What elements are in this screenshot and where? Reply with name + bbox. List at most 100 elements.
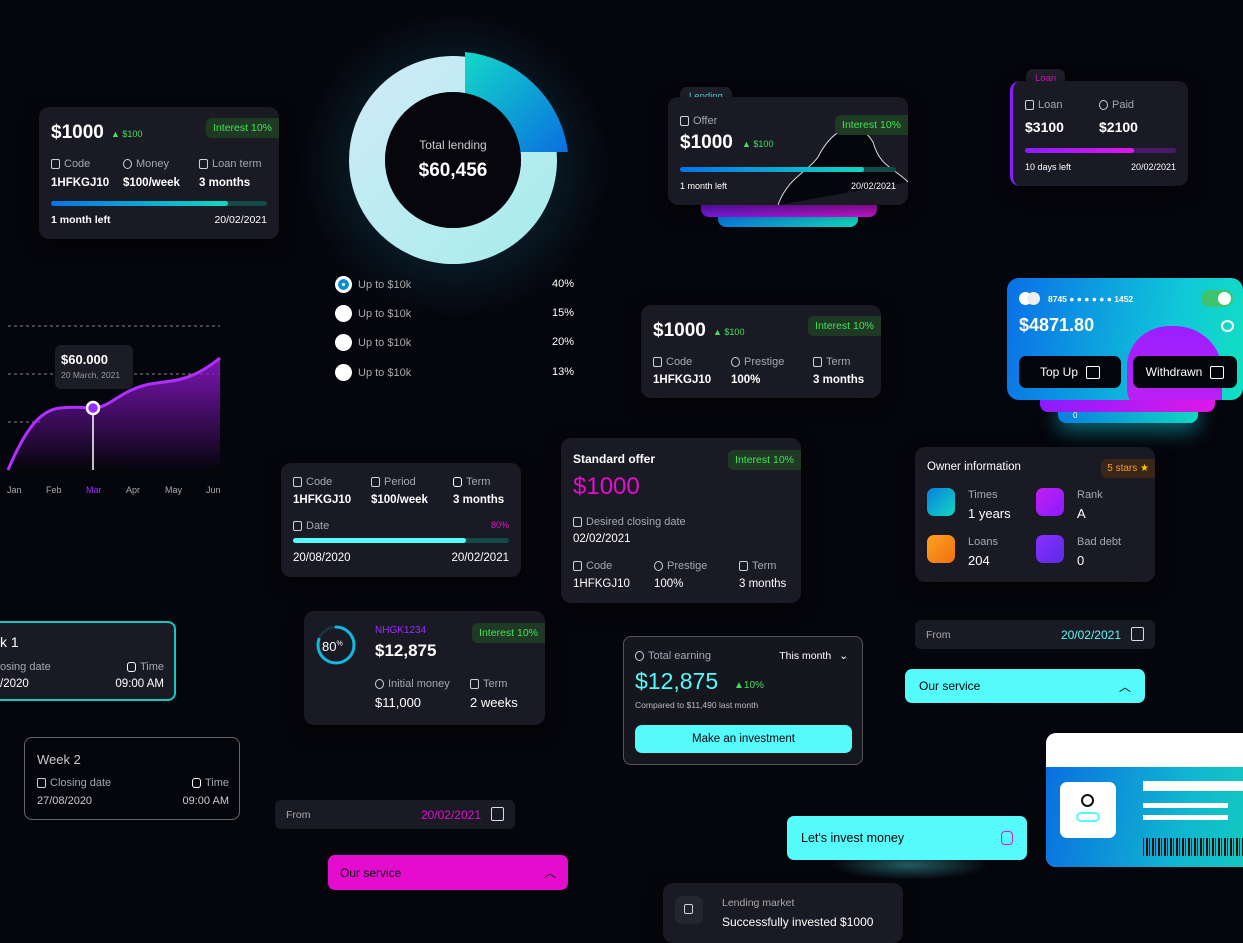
donut-value: $60,456 — [418, 160, 488, 181]
calendar-icon — [371, 477, 380, 487]
donut-title: Total lending — [419, 138, 487, 152]
closing-label: Desired closing date — [586, 516, 686, 528]
interest-badge: Interest 10% — [835, 115, 908, 135]
progress-ring — [316, 625, 356, 665]
delta-value: $100 — [724, 327, 745, 337]
week-1-card[interactable]: k 1 osing date /2020 Time 09:00 AM — [0, 621, 176, 701]
amount: $1000 — [653, 320, 706, 341]
start-date: 20/08/2020 — [293, 552, 351, 564]
from-date: 20/02/2021 — [1060, 628, 1121, 642]
field-label: Code — [64, 158, 91, 170]
x-tick-selected[interactable]: Mar — [86, 485, 102, 495]
chevron-down-icon: ⌄ — [839, 650, 848, 662]
progress-bar — [680, 167, 896, 172]
field-value: 1HFKGJ10 — [51, 177, 110, 189]
radio-icon — [335, 334, 352, 351]
withdraw-button[interactable]: Withdrawn — [1133, 356, 1237, 388]
legend-item[interactable]: Up to $10k 20% — [334, 333, 574, 353]
times-label: Times — [968, 489, 998, 501]
closing-value: 02/02/2021 — [573, 533, 631, 545]
radio-icon — [335, 305, 352, 322]
eye-icon[interactable] — [1221, 320, 1234, 332]
bad-debt-label: Bad debt — [1077, 536, 1122, 548]
investment-code: NHGK1234 — [375, 625, 427, 636]
from-label: From — [926, 629, 951, 641]
week-2-card[interactable]: Week 2 Closing date 27/08/2020 Time 09:0… — [24, 737, 240, 820]
shield-check-icon — [654, 561, 663, 571]
calendar-icon — [813, 357, 822, 367]
receipt-icon — [1036, 488, 1064, 516]
inbox-down-icon — [1210, 365, 1225, 379]
week-title: Week 2 — [37, 752, 81, 767]
earning-delta: ▲10% — [734, 680, 764, 691]
legend-pct: 15% — [551, 307, 574, 319]
owner-info-card: Owner information 5 stars ★ Times 1 year… — [915, 447, 1155, 582]
notification-title: Lending market — [722, 897, 795, 909]
lending-card: Offer $1000 ▲ $100 Interest 10% 1 month … — [668, 97, 908, 205]
progress-label: 80% — [322, 639, 343, 654]
progress-fill — [293, 538, 466, 543]
rank-value: A — [1077, 506, 1086, 521]
time-label: Time — [139, 661, 164, 673]
field-value: 3 months — [813, 374, 865, 386]
legend-pct: 40% — [551, 278, 574, 290]
calendar-icon[interactable] — [1131, 627, 1144, 641]
calendar-icon[interactable] — [491, 807, 504, 821]
withdraw-label: Withdrawn — [1145, 365, 1203, 379]
from-date-field[interactable]: From 20/02/2021 — [915, 620, 1155, 649]
time-value: 09:00 AM — [115, 678, 164, 690]
due-date: 20/02/2021 — [1130, 162, 1176, 172]
delta-value: $100 — [122, 129, 143, 139]
earning-amount: $12,875 — [635, 668, 719, 694]
closing-value: /2020 — [0, 678, 29, 690]
notification-message: Successfully invested $1000 — [722, 915, 874, 929]
closing-label: Closing date — [50, 777, 112, 789]
make-investment-button[interactable]: Make an investment — [635, 725, 852, 753]
interest-badge: Interest 10% — [728, 450, 801, 470]
field-value: 100% — [654, 578, 684, 590]
week-title: k 1 — [0, 634, 19, 650]
term-label: Term — [483, 678, 508, 690]
legend-item[interactable]: Up to $10k 40% — [334, 275, 574, 295]
calendar-icon — [470, 679, 479, 689]
standard-offer-card: Standard offer Interest 10% $1000 Desire… — [561, 438, 801, 603]
period-dropdown[interactable]: This month ⌄ — [779, 650, 848, 662]
loan-card: $1000 ▲ $100 Interest 10% Code 1HFKGJ10 … — [39, 107, 279, 239]
amount: $1000 — [573, 473, 640, 500]
calendar-icon — [739, 561, 748, 571]
invest-money-button[interactable]: Let's invest money — [787, 816, 1027, 860]
legend-item[interactable]: Up to $10k 13% — [334, 363, 574, 383]
our-service-dropdown[interactable]: Our service ︿ — [328, 855, 568, 890]
field-value: 3 months — [453, 494, 505, 506]
top-up-button[interactable]: Top Up — [1019, 356, 1121, 388]
service-label: Our service — [919, 679, 981, 693]
paid-value: $2100 — [1099, 119, 1138, 135]
initial-value: $11,000 — [375, 695, 422, 710]
rating-badge: 5 stars ★ — [1101, 459, 1155, 478]
field-value: 3 months — [739, 578, 787, 590]
total-lending-donut: Total lending $60,456 — [280, 0, 630, 330]
delta-value: 10% — [743, 680, 764, 691]
our-service-dropdown[interactable]: Our service ︿ — [905, 669, 1145, 703]
money-bag-icon — [375, 679, 384, 689]
progress-value: 80 — [322, 639, 337, 654]
calendar-icon — [37, 778, 46, 788]
area-fill — [8, 358, 220, 470]
delta: ▲ $100 — [713, 327, 745, 337]
legend-item[interactable]: Up to $10k 15% — [334, 304, 574, 324]
calendar-icon — [573, 517, 582, 527]
date-label: Date — [306, 520, 330, 532]
hand-money-icon — [1025, 100, 1034, 110]
total-earning-card: Total earning This month ⌄ $12,875 ▲10% C… — [623, 636, 863, 765]
progress-fill — [51, 201, 229, 206]
progress-bar — [293, 538, 509, 543]
bank-card: 8745 ● ● ● ● ● ● 1452 $4871.80 Top Up Wi… — [1007, 278, 1243, 400]
id-line — [1143, 781, 1243, 791]
visibility-toggle[interactable] — [1201, 290, 1233, 307]
from-date-field[interactable]: From 20/02/2021 — [275, 800, 515, 829]
receipt-icon — [1036, 535, 1064, 563]
from-label: From — [286, 809, 311, 821]
calendar-icon — [293, 521, 302, 531]
field-label: Code — [306, 476, 333, 488]
tooltip-value: $60.000 — [61, 352, 108, 367]
